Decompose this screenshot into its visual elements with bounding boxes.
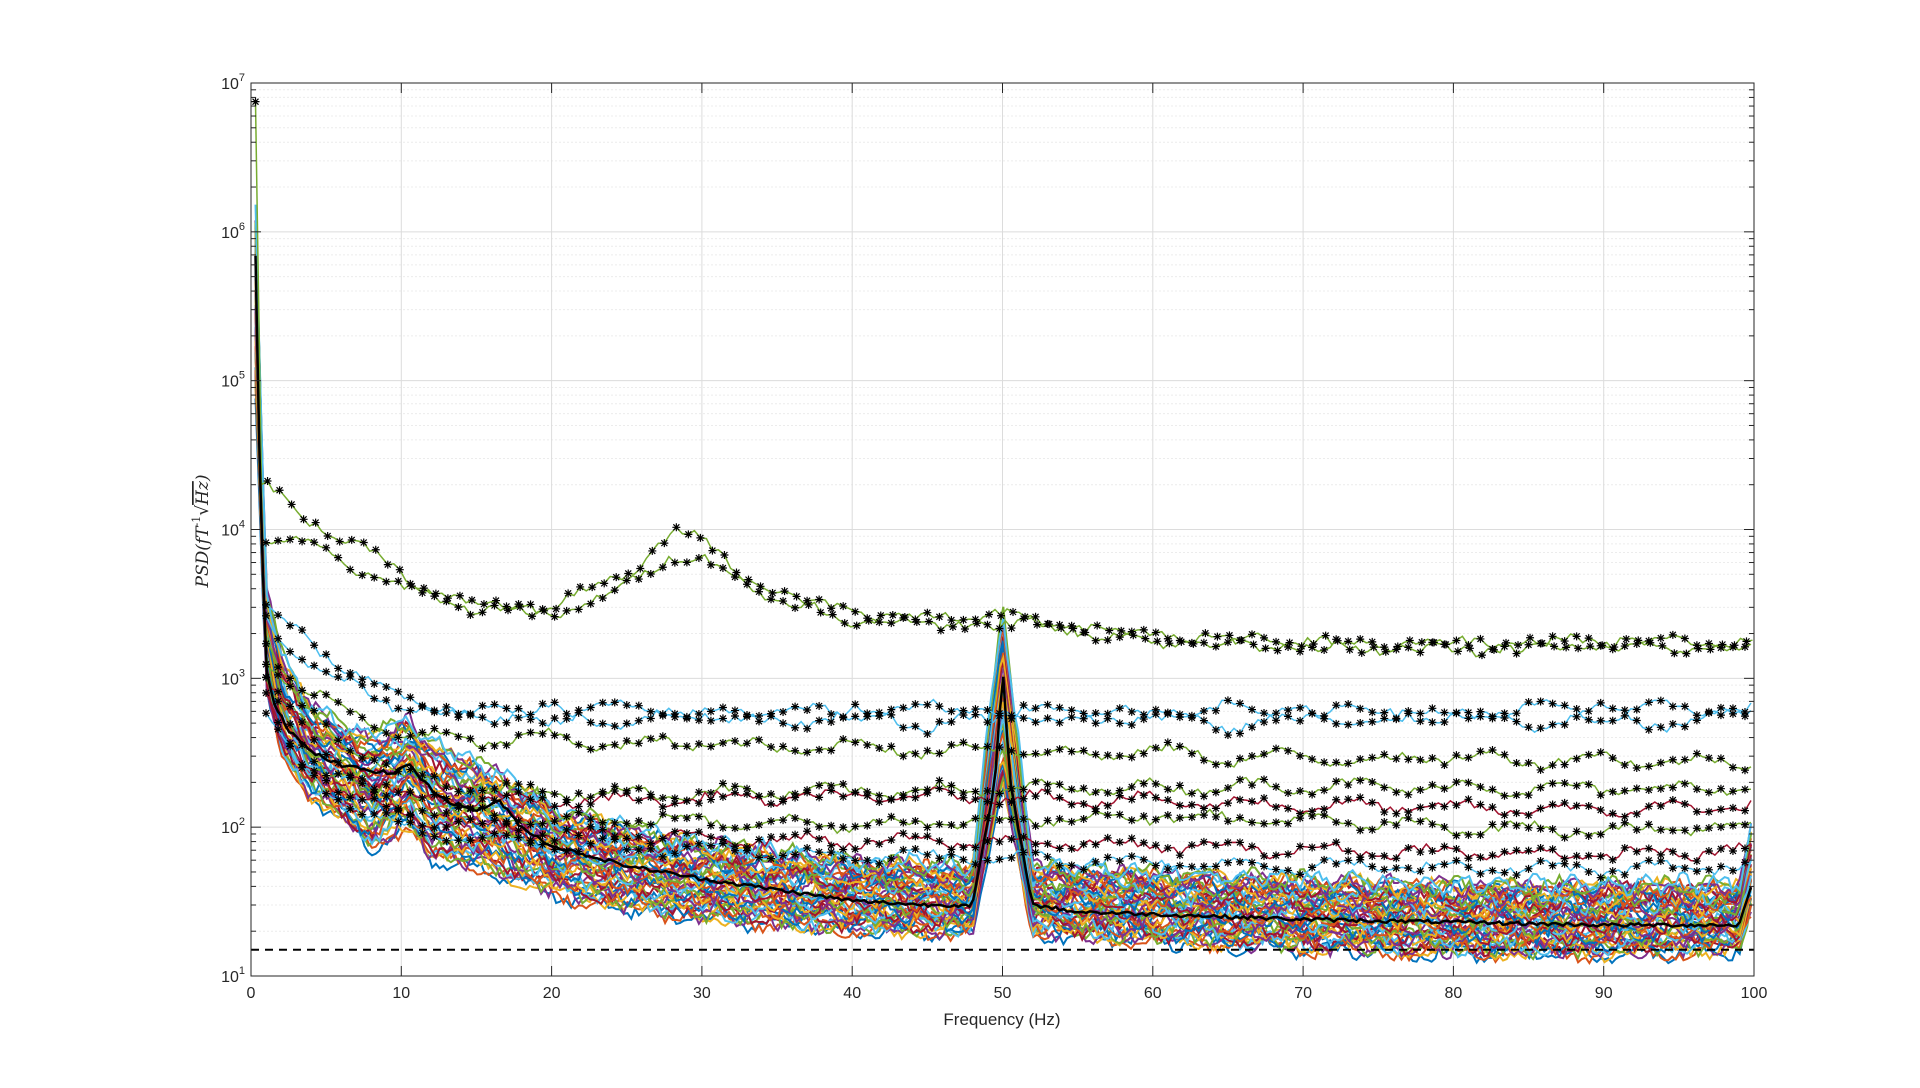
x-tick-label: 20 (543, 985, 561, 1002)
flagged-channel-marker (262, 535, 1749, 658)
svg-text:PSD(fT-1√Hz): PSD(fT-1√Hz) (190, 475, 213, 589)
flagged-channel-marker (262, 709, 1749, 882)
axis-ticks (250, 82, 1755, 977)
y-tick-label: 106 (221, 221, 245, 242)
y-tick-label: 102 (221, 816, 245, 837)
channel-line (254, 224, 1752, 906)
y-axis-title: PSD(fT-1√Hz) (190, 475, 213, 589)
mean-line (254, 255, 1753, 929)
x-tick-label: 0 (247, 985, 256, 1002)
x-tick-label: 100 (1741, 985, 1768, 1002)
x-axis-title: Frequency (Hz) (943, 1010, 1060, 1029)
x-tick-label: 90 (1595, 985, 1613, 1002)
y-tick-label: 105 (221, 370, 245, 391)
y-tick-label: 104 (221, 519, 245, 540)
y-tick-labels: 101 102 103 104 105 106 107 (221, 72, 245, 986)
flagged-channel-marker (262, 688, 1749, 866)
y-tick-label: 101 (221, 965, 245, 986)
x-tick-label: 10 (392, 985, 410, 1002)
x-tick-label: 50 (994, 985, 1012, 1002)
x-tick-label: 60 (1144, 985, 1162, 1002)
channel-line (254, 382, 1752, 964)
x-tick-label: 80 (1445, 985, 1463, 1002)
flagged-channel-marker (262, 611, 1749, 740)
y-tick-label: 107 (221, 72, 245, 93)
y-axis-title-close: ) (193, 475, 213, 483)
y-axis-title-text: PSD(fT (193, 525, 213, 589)
y-tick-label: 103 (221, 667, 245, 688)
minor-grid (251, 89, 1754, 932)
y-axis-title-radicand: Hz (193, 480, 213, 506)
x-tick-label: 30 (693, 985, 711, 1002)
y-axis-title-superscript: -1 (190, 516, 203, 527)
x-tick-labels: 0 10 20 30 40 50 60 70 80 90 100 (247, 985, 1768, 1002)
y-axis-title-sqrt: √ (193, 505, 213, 516)
x-tick-label: 40 (843, 985, 861, 1002)
x-tick-label: 70 (1294, 985, 1312, 1002)
mean-line-group (254, 255, 1753, 929)
flagged-channel-marker (262, 673, 1749, 842)
